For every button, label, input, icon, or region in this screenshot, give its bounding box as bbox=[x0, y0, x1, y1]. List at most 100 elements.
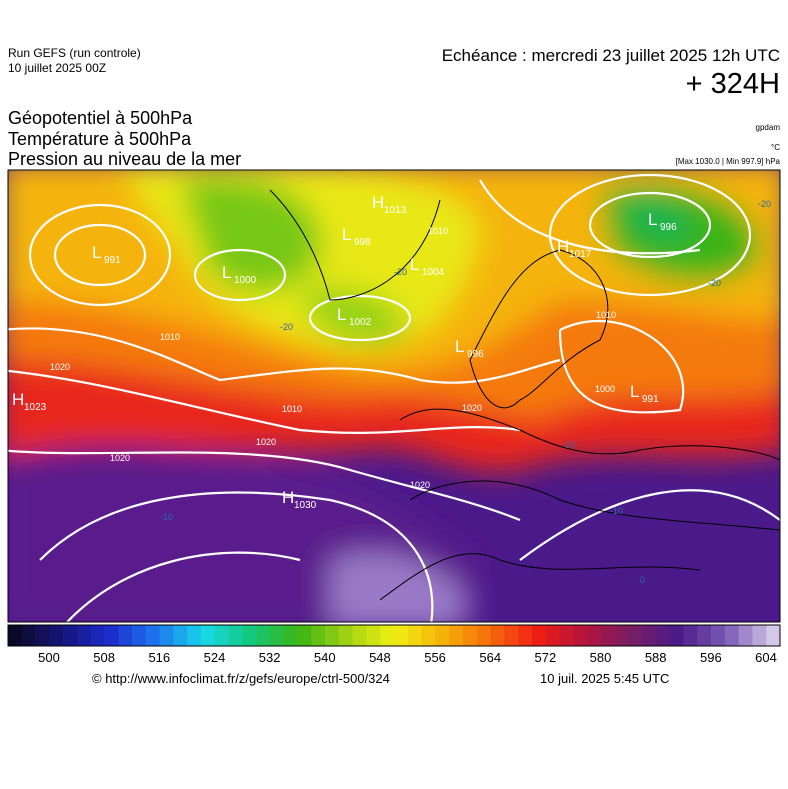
colorbar-swatch bbox=[642, 625, 657, 646]
colorbar-swatch bbox=[49, 625, 64, 646]
pressure-value: 991 bbox=[104, 255, 121, 266]
pressure-value: 1002 bbox=[349, 317, 372, 328]
pressure-letter: H bbox=[372, 193, 384, 212]
colorbar-swatch bbox=[21, 625, 36, 646]
isobar-label: 1010 bbox=[160, 332, 180, 342]
colorbar-swatch bbox=[145, 625, 160, 646]
pressure-value: 1023 bbox=[24, 402, 47, 413]
temperature-label: 0 bbox=[640, 575, 645, 585]
colorbar-swatch bbox=[132, 625, 147, 646]
isobar-label: 1010 bbox=[282, 404, 302, 414]
map-frame bbox=[7, 169, 781, 623]
colorbar-swatch bbox=[256, 625, 271, 646]
colorbar-swatch bbox=[724, 625, 739, 646]
colorbar-tick-label: 564 bbox=[479, 650, 501, 665]
pressure-value: 1017 bbox=[569, 249, 592, 260]
lead-time: + 324H bbox=[685, 68, 780, 100]
colorbar-swatch bbox=[76, 625, 92, 646]
pressure-letter: H bbox=[282, 488, 294, 507]
colorbar-swatch bbox=[683, 625, 698, 646]
colorbar-swatch bbox=[269, 625, 285, 646]
colorbar-swatch bbox=[325, 625, 340, 646]
pressure-value: 996 bbox=[467, 349, 484, 360]
temperature-label: -10 bbox=[562, 440, 575, 450]
colorbar-swatch bbox=[187, 625, 202, 646]
colorbar-swatch bbox=[394, 625, 409, 646]
colorbar-swatch bbox=[435, 625, 450, 646]
colorbar-swatch bbox=[711, 625, 726, 646]
colorbar-swatch bbox=[118, 625, 133, 646]
run-label: Run GEFS (run controle) bbox=[8, 46, 141, 60]
colorbar-tick-label: 532 bbox=[259, 650, 281, 665]
pressure-letter: H bbox=[12, 390, 24, 409]
pressure-value: 1013 bbox=[384, 205, 407, 216]
colorbar-tick-label: 604 bbox=[755, 650, 777, 665]
colorbar-swatch bbox=[462, 625, 478, 646]
colorbar-tick-label: 540 bbox=[314, 650, 336, 665]
colorbar-swatch bbox=[628, 625, 643, 646]
pressure-value: 1000 bbox=[234, 275, 257, 286]
colorbar-swatch bbox=[614, 625, 629, 646]
pressure-letter: L bbox=[648, 210, 657, 229]
pressure-letter: H bbox=[557, 237, 569, 256]
colorbar-swatch bbox=[35, 625, 50, 646]
echeance: Echéance : mercredi 23 juillet 2025 12h … bbox=[441, 46, 780, 65]
isobar-label: 1020 bbox=[462, 403, 482, 413]
colorbar-swatch bbox=[228, 625, 243, 646]
colorbar-swatch bbox=[545, 625, 560, 646]
colorbar-tick-label: 588 bbox=[645, 650, 667, 665]
pressure-value: 1030 bbox=[294, 500, 317, 511]
colorbar-swatch bbox=[518, 625, 533, 646]
map-field bbox=[8, 170, 780, 622]
colorbar-swatch bbox=[297, 625, 312, 646]
colorbar-swatch bbox=[600, 625, 615, 646]
colorbar-swatch bbox=[504, 625, 519, 646]
colorbar-swatch bbox=[476, 625, 491, 646]
pressure-letter: L bbox=[342, 225, 351, 244]
colorbar-swatch bbox=[366, 625, 381, 646]
temperature-label: -20 bbox=[758, 199, 771, 209]
unit: °C bbox=[771, 143, 780, 152]
colorbar-swatch bbox=[449, 625, 464, 646]
pressure-letter: L bbox=[630, 382, 639, 401]
colorbar-swatch bbox=[8, 625, 23, 646]
temperature-label: -10 bbox=[610, 506, 623, 516]
colorbar-swatch bbox=[559, 625, 574, 646]
colorbar-swatch bbox=[407, 625, 422, 646]
colorbar-swatch bbox=[380, 625, 395, 646]
colorbar-swatch bbox=[352, 625, 367, 646]
colorbar-tick-label: 500 bbox=[38, 650, 60, 665]
temperature-label: -20 bbox=[708, 278, 721, 288]
source: © http://www.infoclimat.fr/z/gefs/europe… bbox=[92, 671, 390, 686]
pressure-letter: L bbox=[222, 263, 231, 282]
colorbar-swatch bbox=[159, 625, 174, 646]
colorbar-tick-label: 516 bbox=[148, 650, 170, 665]
colorbar-tick-label: 524 bbox=[204, 650, 226, 665]
isobar-label: 1020 bbox=[50, 362, 70, 372]
colorbar-swatch bbox=[201, 625, 216, 646]
colorbar-swatch bbox=[490, 625, 505, 646]
isobar-label: 1000 bbox=[595, 384, 615, 394]
colorbar-swatch bbox=[63, 625, 78, 646]
temperature-label: -20 bbox=[280, 322, 293, 332]
colorbar-swatch bbox=[531, 625, 546, 646]
isobar-label: 1020 bbox=[256, 437, 276, 447]
colorbar-tick-label: 556 bbox=[424, 650, 446, 665]
pressure-letter: L bbox=[410, 255, 419, 274]
unit: gpdam bbox=[755, 123, 780, 132]
colorbar-swatch bbox=[752, 625, 767, 646]
colorbar-swatch bbox=[90, 625, 105, 646]
colorbar-swatch bbox=[242, 625, 257, 646]
colorbar-swatch bbox=[766, 625, 781, 646]
isobar-label: 1020 bbox=[110, 453, 130, 463]
colorbar-swatch bbox=[655, 625, 671, 646]
pressure-value: 991 bbox=[642, 394, 659, 405]
colorbar-swatch bbox=[214, 625, 229, 646]
colorbar-tick-label: 580 bbox=[590, 650, 612, 665]
field-title: Pression au niveau de la mer bbox=[8, 149, 242, 169]
colorbar-swatch bbox=[573, 625, 588, 646]
colorbar-swatch bbox=[421, 625, 436, 646]
colorbar-swatch bbox=[311, 625, 326, 646]
colorbar-swatch bbox=[104, 625, 119, 646]
